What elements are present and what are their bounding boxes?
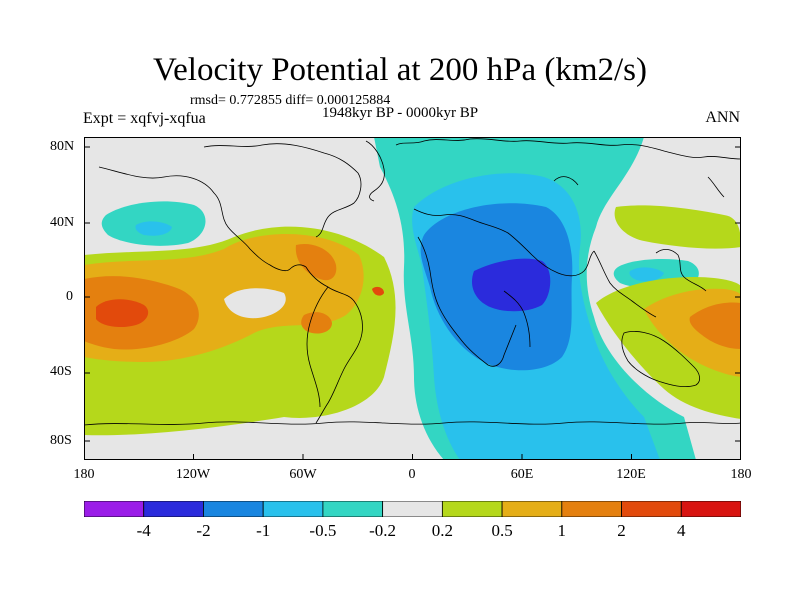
coastlines [84, 138, 741, 426]
positive-contour-1-sw-pacific [689, 302, 741, 349]
positive-contour-2 [96, 299, 149, 327]
colorbar-swatch [322, 501, 384, 517]
colorbar-label: 2 [617, 521, 626, 540]
colorbar-label: 0.5 [491, 521, 513, 540]
colorbar-swatch [680, 501, 741, 517]
negative-contour-pacific-hole [224, 288, 286, 319]
lat-label: 80N [50, 139, 75, 154]
lon-label: 60E [510, 467, 534, 482]
positive-contour-2-atlantic-spot [372, 286, 384, 296]
lon-label: 120W [175, 467, 211, 482]
lon-label: 0 [408, 467, 416, 482]
lat-label: 40N [50, 215, 75, 230]
colorbar-label: -0.2 [369, 521, 397, 540]
negative-contour-npacific-inner [135, 221, 172, 236]
season-label: ANN [705, 109, 740, 126]
map-title: Velocity Potential at 200 hPa (km2/s) [152, 52, 648, 88]
period-label: 1948kyr BP - 0000kyr BP [322, 105, 479, 121]
velocity-potential-map [84, 137, 741, 460]
positive-contour-0p2-wpacific [614, 205, 741, 249]
colorbar-swatch [262, 501, 324, 517]
lon-label: 180 [730, 467, 752, 482]
colorbar-label: -1 [256, 521, 271, 540]
colorbar-swatch [441, 501, 503, 517]
colorbar-label: 1 [557, 521, 567, 540]
positive-contour-1-atlantic [295, 243, 337, 281]
negative-contour-wpacific-inner [629, 267, 664, 282]
colorbar-swatch [501, 501, 563, 517]
lon-label: 120E [616, 467, 646, 482]
experiment-label: Expt = xqfvj-xqfua [83, 110, 206, 127]
colorbar-label: -2 [196, 521, 211, 540]
axis-ticks [84, 146, 741, 460]
lat-label: 40S [50, 364, 72, 379]
colorbar-swatch [143, 501, 204, 517]
colorbar [84, 501, 741, 517]
lat-label: 0 [66, 289, 73, 304]
lat-label: 80S [50, 433, 72, 448]
negative-contour-2 [471, 258, 551, 312]
colorbar-swatch [84, 501, 145, 517]
lon-label: 180 [73, 467, 95, 482]
colorbar-swatch [382, 501, 443, 517]
colorbar-swatch [621, 501, 682, 517]
colorbar-label: 4 [677, 521, 686, 540]
colorbar-label: -0.5 [309, 521, 337, 540]
stats-label: rmsd= 0.772855 diff= 0.000125884 [190, 93, 391, 108]
colorbar-label: -4 [136, 521, 151, 540]
colorbar-swatch [203, 501, 264, 517]
lon-label: 60W [289, 467, 317, 482]
colorbar-label: 0.2 [431, 521, 454, 540]
colorbar-swatch [561, 501, 622, 517]
